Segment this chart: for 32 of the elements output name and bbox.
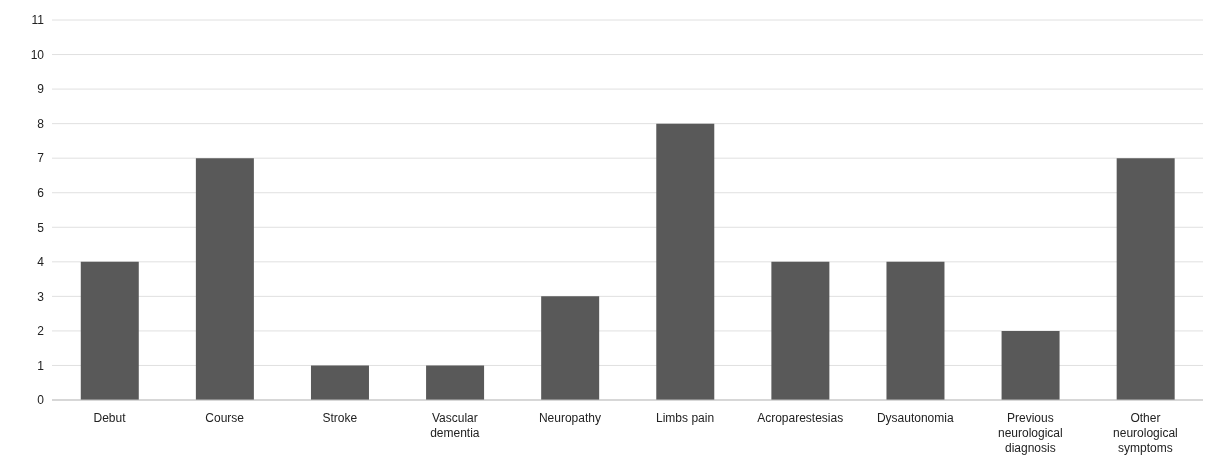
y-tick-label: 2 [37, 324, 45, 339]
bar [310, 365, 369, 400]
y-tick-label: 1 [37, 358, 45, 373]
bar [195, 158, 254, 400]
bar [1116, 158, 1175, 400]
x-tick-label: Limbs pain [656, 411, 715, 425]
y-tick-label: 6 [37, 185, 45, 200]
y-tick-label: 10 [30, 47, 45, 62]
x-tick-label: Course [205, 411, 245, 425]
x-tick-label: Other neurological symptoms [1113, 411, 1178, 455]
y-tick-label: 7 [37, 151, 45, 166]
y-tick-label: 3 [37, 289, 45, 304]
y-tick-label: 0 [37, 393, 45, 408]
x-tick-label: Vascular dementia [430, 411, 480, 440]
x-tick-label: Previous neurological diagnosis [997, 411, 1063, 455]
y-tick-label: 8 [37, 116, 45, 131]
y-tick-label: 9 [37, 82, 45, 97]
bar [426, 365, 485, 400]
bar [80, 261, 139, 400]
y-tick-label: 11 [31, 13, 45, 28]
bar [541, 296, 600, 400]
bar [771, 261, 830, 400]
y-tick-label: 4 [37, 255, 45, 270]
x-tick-label: Stroke [322, 411, 358, 425]
bar [1001, 330, 1060, 400]
x-tick-label: Dysautonomia [876, 411, 954, 425]
y-tick-label: 5 [37, 220, 45, 235]
bar [656, 123, 715, 400]
bar [886, 261, 945, 400]
x-tick-label: Debut [93, 411, 127, 425]
x-tick-label: Neuropathy [538, 411, 601, 425]
x-tick-label: Acroparestesias [757, 411, 844, 425]
